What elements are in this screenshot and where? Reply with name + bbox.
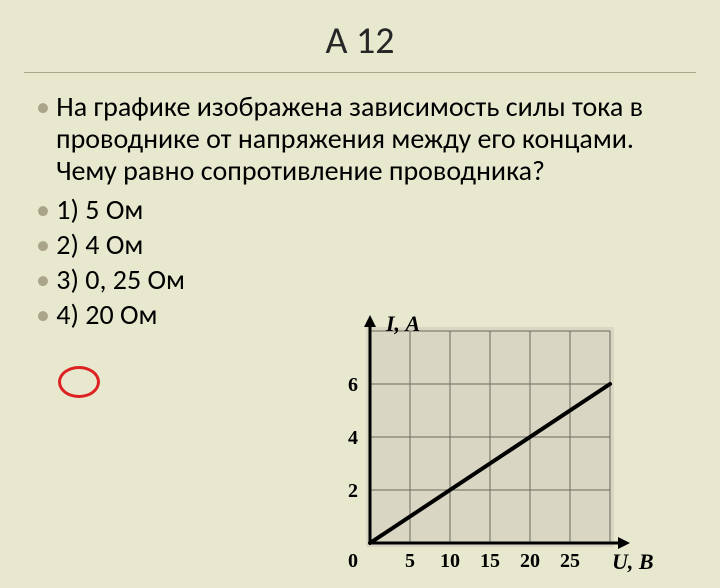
svg-text:2: 2 [348,480,358,502]
answer-circle-mark [58,366,100,398]
option-1: 1) 5 Ом [36,192,684,227]
page-title: А 12 [24,0,696,73]
svg-text:25: 25 [560,550,580,572]
question-text: На графике изображена зависимость силы т… [36,91,684,188]
svg-text:5: 5 [405,550,415,572]
content-body: На графике изображена зависимость силы т… [0,73,720,332]
svg-text:0: 0 [348,550,358,572]
iv-chart: 5 10 15 20 25 2 4 6 0 I, А U, В [320,313,660,588]
svg-text:10: 10 [440,550,460,572]
options-list: 1) 5 Ом 2) 4 Ом 3) 0, 25 Ом 4) 20 Ом [36,192,684,332]
svg-text:15: 15 [480,550,500,572]
option-3: 3) 0, 25 Ом [36,262,684,297]
svg-text:4: 4 [348,427,358,449]
svg-text:20: 20 [520,550,540,572]
chart-svg: 5 10 15 20 25 2 4 6 0 I, А U, В [320,313,660,583]
svg-text:6: 6 [348,374,358,396]
slide: А 12 На графике изображена зависимость с… [0,0,720,540]
svg-text:I, А: I, А [385,313,420,336]
option-2: 2) 4 Ом [36,227,684,262]
svg-text:U, В: U, В [612,549,654,574]
